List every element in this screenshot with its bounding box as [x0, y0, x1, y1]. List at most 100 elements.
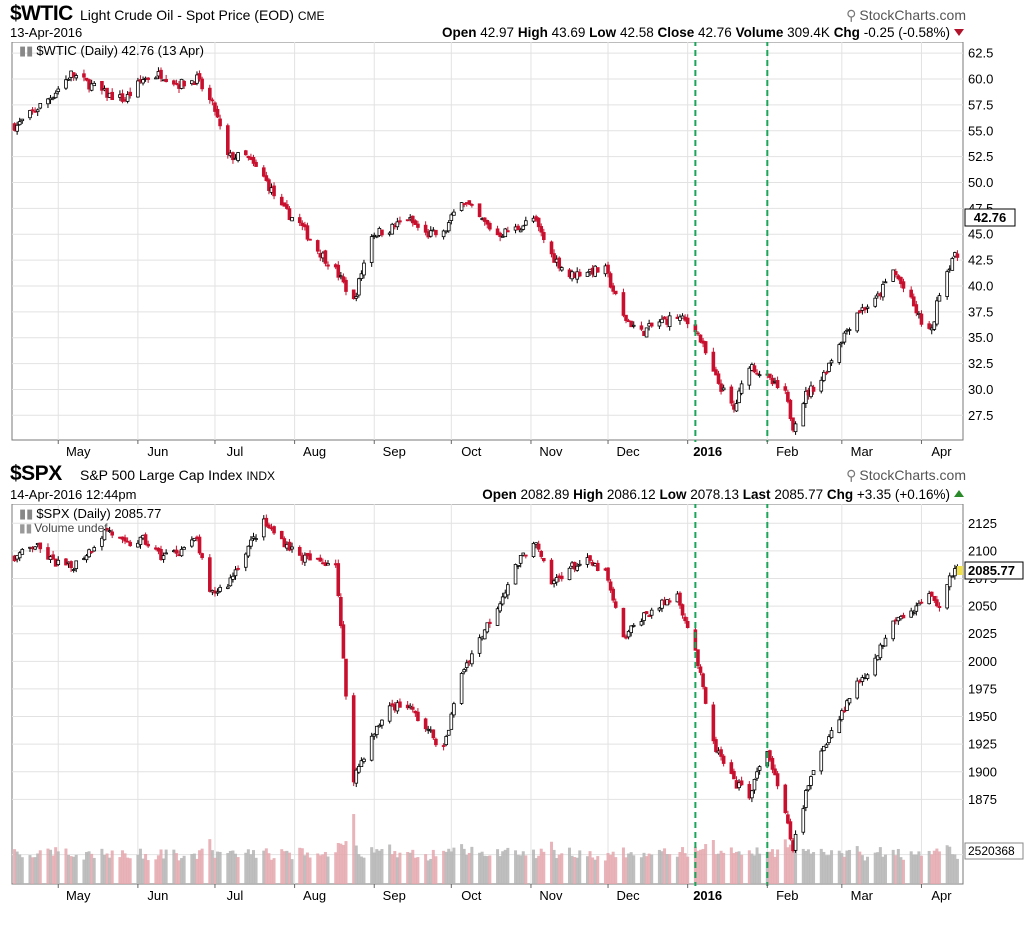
candle	[172, 79, 176, 87]
candle	[539, 549, 544, 560]
candle	[847, 698, 852, 706]
candle	[611, 586, 615, 603]
volume-bar	[447, 848, 451, 884]
candle	[729, 759, 734, 775]
volume-bar	[801, 848, 805, 884]
x-tick-label: Sep	[383, 444, 406, 459]
volume-bar	[532, 849, 536, 884]
volume-bar	[496, 849, 500, 884]
bottom-exchange: INDX	[246, 469, 275, 483]
candle	[267, 522, 271, 529]
candle	[467, 200, 472, 206]
candle	[375, 235, 379, 239]
bottom-stats: Open 2082.89 High 2086.12 Low 2078.13 La…	[482, 487, 964, 502]
volume-bar	[878, 847, 882, 884]
bottom-brand[interactable]: ⚲ StockCharts.com	[846, 467, 966, 484]
x-tick-label: Feb	[776, 888, 798, 903]
volume-bar	[444, 851, 448, 884]
volume-bar	[82, 859, 86, 884]
candle	[128, 539, 132, 547]
candle	[290, 217, 294, 222]
volume-bar	[950, 854, 954, 884]
volume-bar	[567, 847, 571, 884]
volume-bar	[639, 857, 643, 884]
candle	[719, 746, 723, 761]
volume-bar	[719, 850, 723, 884]
candle	[51, 96, 55, 101]
candle	[711, 701, 716, 744]
candle	[554, 574, 559, 586]
candle	[410, 703, 415, 713]
candle	[606, 567, 610, 583]
volume-bar	[621, 847, 625, 884]
volume-bar	[909, 851, 913, 884]
volume-bar	[192, 853, 196, 884]
candle	[30, 107, 35, 115]
candle	[64, 558, 68, 566]
volume-bar	[172, 849, 176, 884]
candle	[518, 555, 523, 568]
candle	[410, 215, 415, 227]
candle	[279, 193, 284, 206]
candle	[35, 108, 40, 117]
candle	[197, 70, 202, 82]
volume-bar	[316, 853, 320, 884]
candle	[585, 271, 590, 277]
bottom-title: S&P 500 Large Cap Index INDX	[80, 467, 275, 483]
candle	[66, 77, 71, 81]
volume-bar	[357, 854, 361, 884]
volume-bar	[740, 854, 744, 884]
volume-bar	[794, 844, 798, 884]
volume-bar	[773, 856, 777, 884]
volume-bar	[156, 855, 160, 884]
volume-bar	[932, 850, 936, 884]
volume-bar	[290, 859, 294, 884]
candle	[423, 221, 428, 236]
candle	[783, 383, 788, 395]
candle	[254, 159, 258, 167]
x-tick-label: Jun	[147, 888, 168, 903]
candle	[734, 399, 739, 412]
candle	[649, 322, 654, 328]
volume-bar	[537, 855, 541, 884]
volume-bar	[665, 854, 669, 884]
candle	[775, 376, 780, 390]
candle	[413, 219, 418, 225]
top-brand[interactable]: ⚲ StockCharts.com	[846, 7, 966, 24]
volume-bar	[123, 853, 127, 884]
candle	[351, 289, 356, 300]
candle	[878, 642, 883, 661]
candle	[38, 103, 43, 110]
candle	[822, 369, 826, 383]
candle	[721, 754, 726, 767]
candle	[911, 293, 916, 307]
candle	[534, 542, 538, 549]
volume-bar	[863, 860, 867, 884]
volume-bar	[901, 859, 905, 884]
volume-bar	[15, 851, 19, 884]
volume-bar	[573, 857, 577, 884]
candle	[542, 228, 546, 244]
candle	[865, 304, 870, 314]
volume-bar	[478, 852, 482, 884]
candle	[642, 612, 646, 625]
candle	[539, 223, 544, 237]
volume-bar	[67, 855, 71, 884]
volume-bar	[837, 850, 841, 884]
top-chart-header: $WTIC Light Crude Oil - Spot Price (EOD)…	[0, 0, 1024, 44]
volume-bar	[937, 851, 941, 884]
volume-bar	[737, 851, 741, 884]
candle	[243, 149, 248, 156]
candle	[788, 398, 793, 422]
volume-bar	[326, 856, 330, 884]
candle	[354, 292, 359, 302]
volume-bar	[919, 855, 923, 884]
candle	[89, 79, 94, 92]
candle	[919, 310, 924, 327]
top-open-value: 42.97	[480, 25, 515, 40]
y-tick-label: 27.5	[968, 408, 993, 423]
svg-text:2085.77: 2085.77	[968, 563, 1015, 578]
candle	[647, 614, 651, 618]
candle	[102, 528, 107, 541]
volume-bar	[917, 851, 921, 884]
